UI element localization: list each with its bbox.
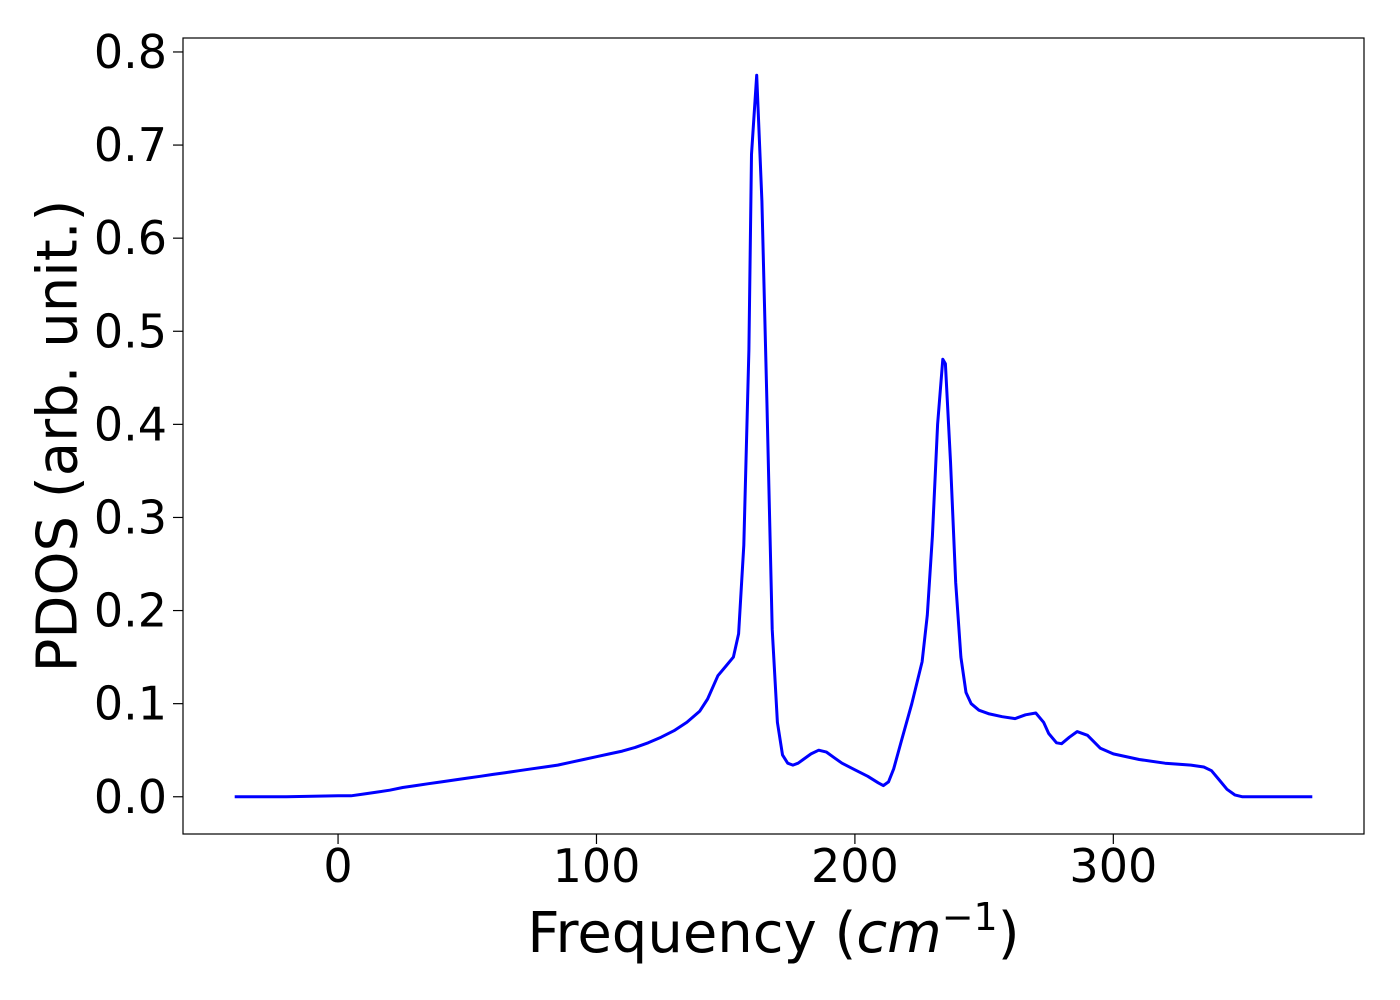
- y-tick-label: 0.5: [94, 304, 167, 358]
- y-tick-label: 0.3: [94, 490, 167, 544]
- y-tick-label: 0.4: [94, 397, 167, 451]
- y-tick-label: 0.0: [94, 770, 167, 824]
- y-tick-label: 0.7: [94, 118, 167, 172]
- x-axis-ticks: 0 100 200 300: [323, 834, 1157, 893]
- x-tick-label: 200: [811, 839, 899, 893]
- y-axis-label: PDOS (arb. unit.): [26, 200, 91, 673]
- plot-frame: [182, 37, 1365, 835]
- y-tick-label: 0.1: [94, 677, 167, 731]
- x-axis-label: Frequency (cm−1): [527, 895, 1019, 966]
- plot-area: [182, 37, 1365, 835]
- x-tick-label: 300: [1069, 839, 1157, 893]
- pdos-series-line: [234, 73, 1313, 799]
- x-tick-label: 0: [323, 839, 352, 893]
- y-tick-label: 0.2: [94, 584, 167, 638]
- x-tick-label: 100: [553, 839, 641, 893]
- y-axis-ticks: 0.0 0.1 0.2 0.3 0.4 0.5 0.6 0.7 0.8: [94, 25, 183, 824]
- y-tick-label: 0.8: [94, 25, 167, 79]
- y-tick-label: 0.6: [94, 211, 167, 265]
